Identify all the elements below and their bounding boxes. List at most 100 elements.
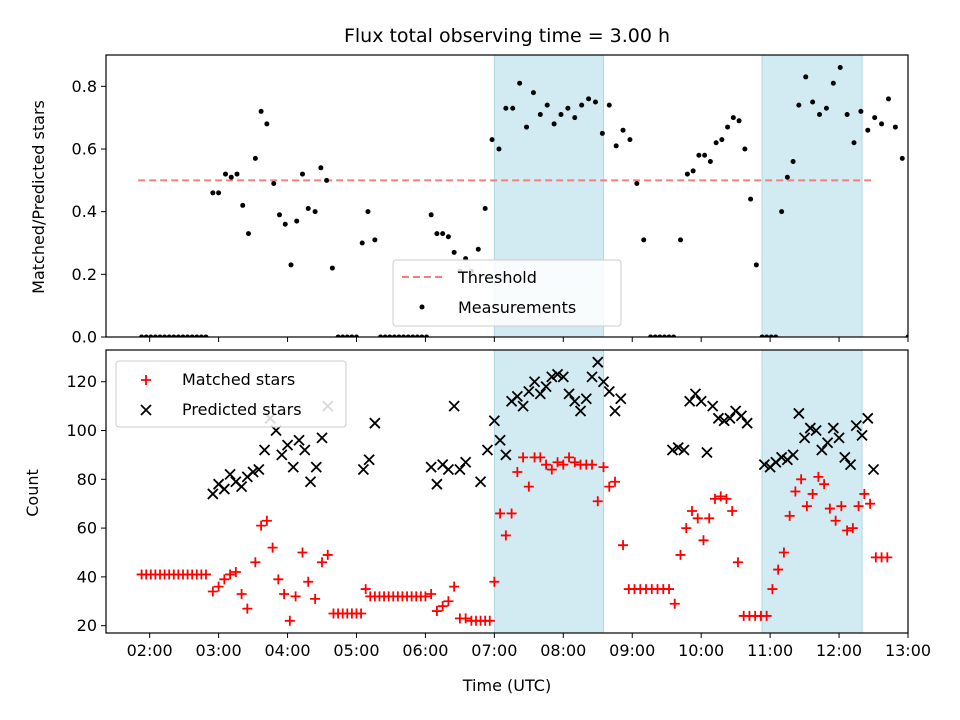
- matched-star-point: [200, 569, 211, 580]
- bottom-x-tick-label: 07:00: [471, 641, 517, 660]
- predicted-star-point: [500, 449, 512, 461]
- predicted-star-point: [448, 400, 460, 412]
- matched-star-point: [664, 584, 675, 595]
- predicted-star-point: [586, 371, 598, 383]
- measurement-point: [318, 165, 324, 171]
- predicted-star-point: [678, 444, 690, 456]
- measurement-point: [405, 334, 411, 337]
- matched-star-point: [761, 610, 772, 621]
- measurement-point: [424, 334, 430, 337]
- measurement-point: [329, 265, 335, 271]
- predicted-star-point: [689, 388, 702, 400]
- bottom-x-tick-label: 13:00: [885, 641, 931, 660]
- predicted-star-point: [281, 439, 294, 451]
- predicted-star-point: [592, 356, 604, 368]
- matched-star-point: [242, 603, 253, 614]
- top-shaded-region-2: [761, 54, 863, 338]
- measurement-point: [175, 334, 181, 337]
- measurement-point: [252, 155, 258, 161]
- predicted-star-point: [827, 422, 839, 434]
- matched-star-point: [784, 510, 795, 521]
- predicted-star-point: [235, 480, 248, 493]
- matched-star-point: [484, 615, 495, 626]
- matched-star-point: [569, 457, 580, 468]
- matched-star-point: [853, 501, 864, 512]
- measurement-point: [858, 108, 864, 114]
- predicted-star-point: [724, 412, 736, 424]
- predicted-star-point: [523, 385, 535, 398]
- predicted-star-point: [793, 407, 805, 420]
- predicted-star-point: [672, 441, 684, 454]
- predicted-star-point: [850, 419, 862, 432]
- measurement-point: [677, 237, 683, 243]
- predicted-star-point: [758, 459, 771, 471]
- measurement-point: [736, 118, 742, 124]
- measurement-point: [803, 74, 809, 80]
- measurement-point: [414, 334, 420, 337]
- matched-star-point: [236, 588, 247, 599]
- measurement-point: [796, 102, 802, 108]
- measurement-point: [489, 137, 495, 143]
- matched-star-point: [437, 601, 448, 612]
- matched-star-point: [460, 613, 471, 624]
- predicted-star-point: [804, 422, 816, 434]
- measurement-point: [382, 334, 388, 337]
- predicted-star-point: [369, 417, 381, 429]
- matched-star-point: [256, 520, 267, 531]
- top-y-axis-label: Matched/Predicted stars: [29, 100, 48, 294]
- predicted-star-point: [839, 451, 851, 463]
- matched-star-point: [686, 506, 697, 517]
- measurement-point: [288, 262, 294, 268]
- measurement-point: [773, 334, 779, 337]
- predicted-star-point: [454, 463, 466, 476]
- bottom-panel: 20 40 60 80 100 120 02:00 03:00 04:00 05:00 06:00 0…: [66, 349, 931, 660]
- predicted-star-point: [707, 400, 719, 412]
- measurement-point: [340, 334, 346, 337]
- measurement-point: [657, 334, 663, 337]
- predicted-star-point: [821, 437, 834, 449]
- matched-star-point: [604, 481, 615, 492]
- matched-star-point: [715, 491, 726, 502]
- predicted-star-point: [287, 461, 299, 473]
- matched-star-point: [500, 530, 511, 541]
- measurement-point: [599, 130, 605, 136]
- measurement-point: [572, 115, 578, 121]
- matched-star-point: [564, 452, 575, 463]
- predicted-star-point: [580, 393, 592, 405]
- measurement-point: [830, 80, 836, 86]
- matched-star-point: [512, 466, 523, 477]
- measurement-point: [885, 96, 891, 102]
- predicted-star-point: [735, 410, 748, 422]
- measurement-point: [387, 334, 393, 337]
- top-legend: Threshold Measurements: [392, 259, 622, 327]
- matched-star-point: [356, 608, 367, 619]
- measurement-point: [851, 140, 857, 146]
- measurement-point: [779, 209, 785, 215]
- predicted-star-point: [833, 432, 845, 444]
- bottom-x-tick-label: 09:00: [609, 641, 655, 660]
- legend-measurements-swatch: [419, 304, 425, 310]
- measurement-point: [872, 115, 878, 121]
- bottom-x-tick-label: 08:00: [540, 641, 586, 660]
- bottom-x-tick-label: 02:00: [127, 641, 173, 660]
- bottom-y-tick-label: 120: [66, 372, 97, 391]
- matched-star-point: [535, 452, 546, 463]
- predicted-star-point: [442, 463, 455, 476]
- predicted-star-point: [551, 368, 564, 381]
- predicted-star-point: [304, 476, 317, 488]
- predicted-star-point: [357, 463, 370, 476]
- measurement-point: [276, 212, 282, 218]
- legend-predicted-label: Predicted stars: [182, 400, 302, 419]
- predicted-star-point: [867, 463, 880, 476]
- predicted-star-point: [684, 395, 696, 407]
- measurement-point: [171, 334, 177, 337]
- matched-star-point: [727, 506, 738, 517]
- measurement-point: [764, 334, 770, 337]
- measurement-point: [194, 334, 200, 337]
- matched-star-point: [721, 493, 732, 504]
- measurement-point: [517, 80, 523, 86]
- measurement-point: [198, 334, 204, 337]
- bottom-shaded-region-2: [761, 349, 863, 634]
- measurement-point: [865, 127, 871, 133]
- legend-box: [392, 259, 622, 327]
